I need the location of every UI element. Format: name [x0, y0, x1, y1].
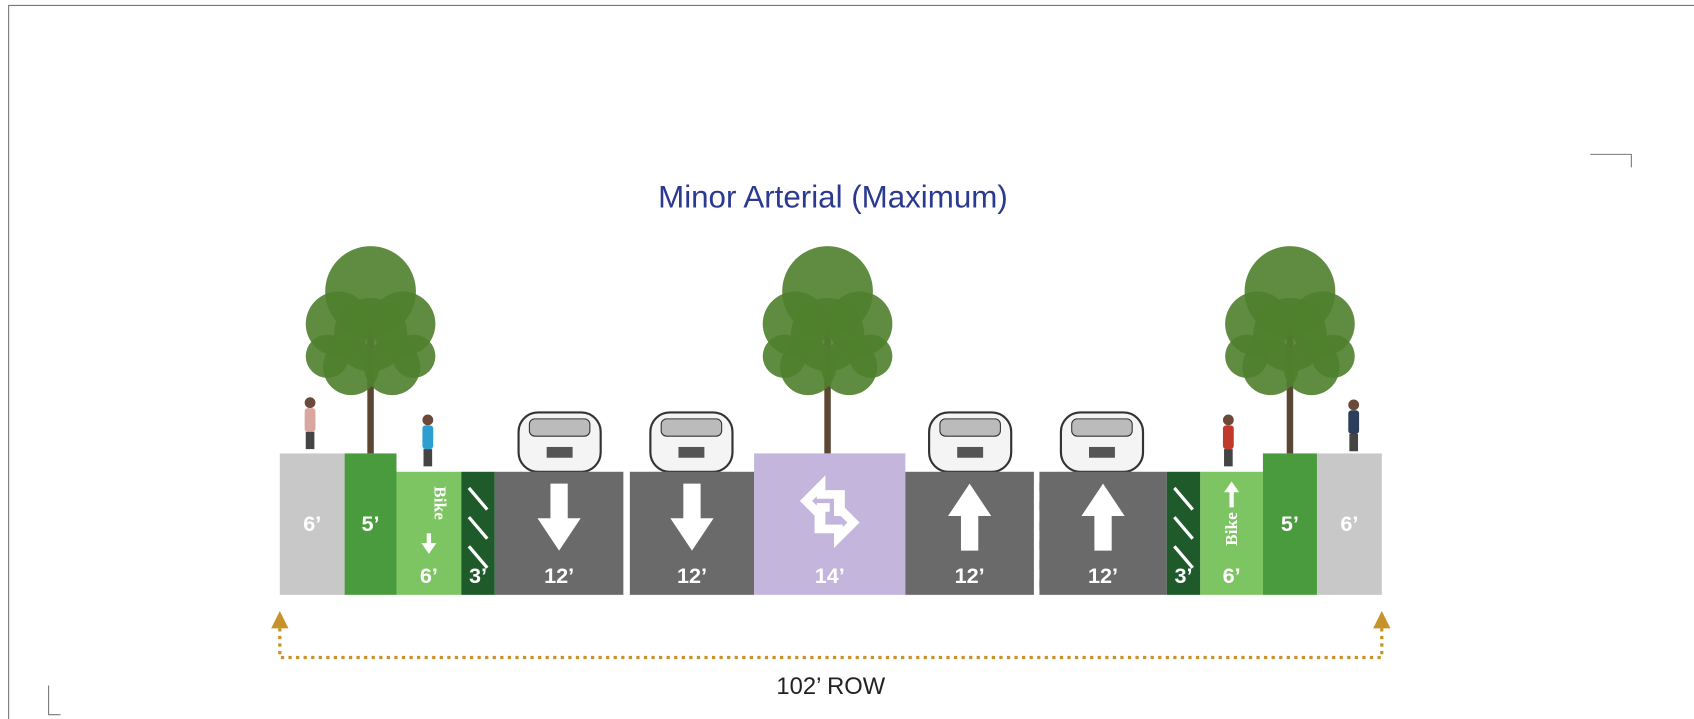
car-windshield: [1072, 419, 1133, 436]
person-body: [1348, 410, 1359, 434]
tree-canopy: [849, 335, 892, 378]
person-head: [422, 415, 433, 426]
person-legs: [1224, 449, 1233, 466]
segment-width: 6’: [1223, 563, 1241, 588]
row-label: 102’ ROW: [776, 673, 885, 700]
segment-width: 12’: [677, 563, 707, 588]
person-legs: [424, 449, 433, 466]
car-grille: [678, 447, 704, 458]
segment-width: 3’: [469, 563, 487, 588]
tree-canopy: [1312, 335, 1355, 378]
car-windshield: [661, 419, 722, 436]
row-dimension: 102’ ROW: [271, 611, 1390, 700]
person-body: [305, 408, 316, 432]
car-grille: [1089, 447, 1115, 458]
car-windshield: [940, 419, 1001, 436]
tree-canopy: [1225, 335, 1268, 378]
segment-width: 12’: [955, 563, 985, 588]
tree-canopy: [306, 335, 349, 378]
segment-width: 6’: [1340, 511, 1358, 536]
segment-width: 5’: [1281, 511, 1299, 536]
car-windshield: [529, 419, 590, 436]
person-body: [1223, 425, 1234, 449]
car-grille: [547, 447, 573, 458]
segment-width: 6’: [303, 511, 321, 536]
segment-width: 12’: [1088, 563, 1118, 588]
segment-width: 5’: [362, 511, 380, 536]
street-section: Minor Arterial (Maximum) 6’ 5’ Bike 6’ 3’ 12’…: [0, 0, 1694, 719]
segment-width: 6’: [420, 563, 438, 588]
person-head: [305, 397, 316, 408]
title: Minor Arterial (Maximum): [658, 179, 1008, 214]
bike-label: Bike: [430, 486, 449, 520]
segment-width: 3’: [1175, 563, 1193, 588]
tree-canopy: [392, 335, 435, 378]
page: Minor Arterial (Maximum) 6’ 5’ Bike 6’ 3’ 12’…: [0, 0, 1694, 719]
car-grille: [957, 447, 983, 458]
segment-width: 12’: [544, 563, 574, 588]
tree-canopy: [763, 335, 806, 378]
person-head: [1223, 415, 1234, 426]
person-body: [422, 425, 433, 449]
person-legs: [306, 432, 315, 449]
segment-width: 14’: [815, 563, 845, 588]
bike-label: Bike: [1222, 512, 1241, 546]
person-head: [1348, 399, 1359, 410]
segments: 6’ 5’ Bike 6’ 3’ 12’ 12’ 14’ 12’ 12’ 3’ Bike 6’ 5’ 6’: [280, 246, 1382, 595]
person-legs: [1349, 434, 1358, 451]
